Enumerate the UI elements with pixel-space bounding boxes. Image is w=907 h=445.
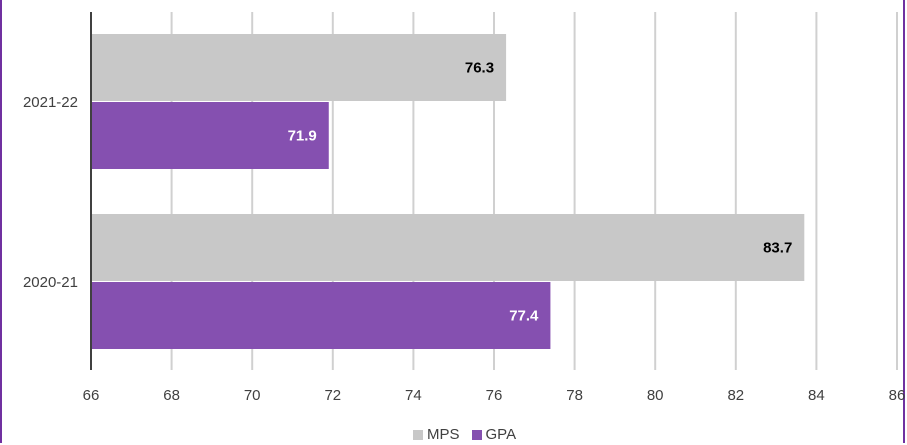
x-tick-label: 86 [889, 387, 906, 404]
legend-item-gpa: GPA [471, 426, 517, 443]
data-label: 76.3 [465, 60, 494, 77]
data-labels: 76.3 71.9 83.7 77.4 [288, 60, 793, 325]
bar-gpa [92, 282, 551, 349]
legend-label-gpa: GPA [485, 426, 517, 443]
x-tick-label: 82 [727, 387, 744, 404]
x-tick-label: 70 [244, 387, 261, 404]
x-tick-label: 84 [808, 387, 825, 404]
bars [92, 34, 805, 349]
data-label: 77.4 [509, 308, 539, 325]
x-tick-label: 78 [566, 387, 583, 404]
x-tick-label: 66 [83, 387, 100, 404]
x-tick-label: 68 [163, 387, 180, 404]
data-label: 83.7 [763, 240, 792, 257]
x-tick-label: 74 [405, 387, 422, 404]
category-label: 2020-21 [23, 274, 78, 291]
legend-item-mps: MPS [413, 426, 460, 443]
category-labels: 2021-22 2020-21 [23, 94, 78, 291]
legend: MPS GPA [413, 426, 516, 443]
data-label: 71.9 [288, 128, 317, 145]
x-tick-labels: 66 68 70 72 74 76 78 80 82 84 86 [83, 387, 906, 404]
bar-mps [92, 214, 805, 281]
bar-mps [92, 34, 507, 101]
x-tick-label: 76 [486, 387, 503, 404]
x-tick-label: 72 [324, 387, 341, 404]
legend-swatch-mps [413, 429, 423, 440]
category-label: 2021-22 [23, 94, 78, 111]
x-tick-label: 80 [647, 387, 664, 404]
legend-swatch-gpa [471, 429, 482, 440]
legend-label-mps: MPS [427, 426, 460, 443]
bar-gpa [92, 102, 329, 169]
